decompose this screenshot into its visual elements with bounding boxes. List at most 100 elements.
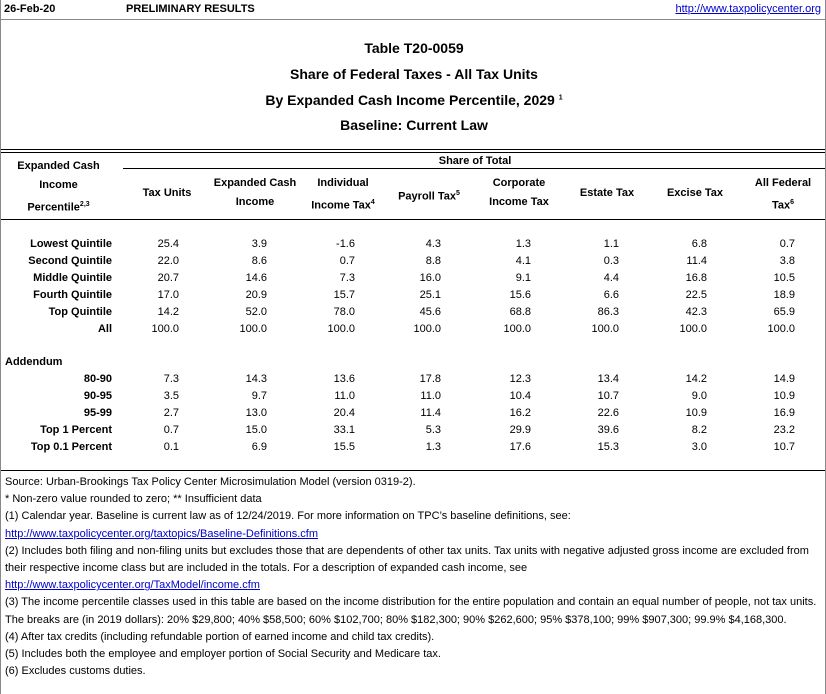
cell-value: 6.8	[691, 238, 707, 250]
cell-value: 3.9	[251, 238, 267, 250]
cell-value: 6.9	[251, 441, 267, 453]
column-header-line: Payroll Tax5	[385, 184, 473, 207]
cell-value: 6.6	[603, 289, 619, 301]
cell-value: 1.1	[603, 238, 619, 250]
cell-value: 15.0	[245, 424, 267, 436]
cell-value: 8.6	[251, 255, 267, 267]
column-header-line: Income	[211, 193, 299, 212]
cell-value: 16.8	[685, 272, 707, 284]
row-label: All	[97, 323, 112, 335]
group-header: Share of Total	[438, 155, 512, 167]
cell-value: 14.2	[685, 373, 707, 385]
cell-value: 13.4	[597, 373, 619, 385]
cell-value: 86.3	[597, 306, 619, 318]
column-header-text: Income Tax	[311, 199, 371, 212]
cell-value: 0.7	[163, 424, 179, 436]
cell-value: 78.0	[333, 306, 355, 318]
cell-value: 5.3	[425, 424, 441, 436]
cell-value: 25.4	[157, 238, 179, 250]
income-definition-link[interactable]: http://www.taxpolicycenter.org/TaxModel/…	[5, 579, 260, 592]
column-header-line: Tax6	[739, 193, 825, 216]
cell-value: 42.3	[685, 306, 707, 318]
column-header: Estate Tax	[563, 184, 651, 203]
cell-value: 65.9	[773, 306, 795, 318]
row-label: Top 0.1 Percent	[30, 441, 112, 453]
note-5: (5) Includes both the employee and emplo…	[5, 648, 441, 661]
note-1: (1) Calendar year. Baseline is current l…	[5, 510, 571, 523]
cell-value: 10.4	[509, 390, 531, 402]
row-header-line: Percentile2,3	[11, 195, 106, 218]
note-4: (4) After tax credits (including refunda…	[5, 630, 435, 643]
cell-value: 100.0	[413, 323, 441, 335]
date: 26-Feb-20	[4, 3, 56, 15]
cell-value: 1.3	[515, 238, 531, 250]
cell-value: 16.0	[419, 272, 441, 284]
divider	[1, 152, 825, 153]
note-3: (3) The income percentile classes used i…	[5, 596, 817, 626]
baseline-definitions-link[interactable]: http://www.taxpolicycenter.org/taxtopics…	[5, 527, 319, 540]
cell-value: 9.1	[515, 272, 531, 284]
table-id: Table T20-0059	[364, 40, 464, 56]
table-row: Fourth Quintile 17.0 20.9 15.7 25.1 15.6 6.6 22…	[1, 289, 825, 306]
tpc-link[interactable]: http://www.taxpolicycenter.org	[675, 3, 821, 15]
column-header-line: All Federal	[754, 177, 812, 189]
footnote-ref: 4	[370, 199, 375, 206]
cell-value: 29.9	[509, 424, 531, 436]
cell-value: 10.9	[685, 407, 707, 419]
cell-value: 100.0	[327, 323, 355, 335]
cell-value: 11.0	[334, 390, 355, 402]
footnote-ref: 1	[558, 94, 563, 102]
cell-value: 20.4	[333, 407, 355, 419]
cell-value: 11.4	[420, 407, 441, 419]
cell-value: 14.6	[245, 272, 267, 284]
cell-value: 15.3	[597, 441, 619, 453]
table-subtitle: By Expanded Cash Income Percentile, 2029…	[1, 92, 825, 108]
column-header-line: Excise Tax	[651, 184, 739, 203]
row-header-text: Percentile	[27, 201, 80, 214]
cell-value: 20.9	[245, 289, 267, 301]
subtitle-text: By Expanded Cash Income Percentile, 2029	[265, 92, 555, 108]
addendum-label: Addendum	[1, 356, 825, 373]
table-row: Top Quintile 14.2 52.0 78.0 45.6 68.8 86.3 42.3…	[1, 306, 825, 323]
column-header-text: Payroll Tax	[398, 190, 456, 203]
cell-value: 8.8	[425, 255, 441, 267]
column-header-line: Tax Units	[123, 184, 211, 203]
table-row: All 100.0 100.0 100.0 100.0 100.0 100.0 100.0 10…	[1, 323, 825, 340]
column-header-line: Expanded Cash	[213, 177, 297, 189]
row-header: Expanded Cash Income Percentile2,3	[11, 157, 106, 218]
row-header-line: Income	[39, 179, 78, 191]
cell-value: 14.3	[245, 373, 267, 385]
row-label: 90-95	[83, 390, 112, 402]
cell-value: 14.2	[157, 306, 179, 318]
cell-value: 17.6	[509, 441, 531, 453]
row-label: Second Quintile	[28, 255, 112, 267]
cell-value: 9.7	[251, 390, 267, 402]
cell-value: 39.6	[597, 424, 619, 436]
cell-value: 68.8	[509, 306, 531, 318]
row-header-line: Expanded Cash	[17, 160, 100, 172]
column-header: Individual Income Tax4	[299, 174, 387, 216]
note: * Non-zero value rounded to zero; ** Ins…	[5, 493, 262, 506]
column-header-text: Tax	[771, 199, 791, 212]
cell-value: 9.0	[691, 390, 707, 402]
table-row: 80-90 7.3 14.3 13.6 17.8 12.3 13.4 14.2 14.9	[1, 373, 825, 390]
cell-value: 11.4	[686, 255, 707, 267]
cell-value: 25.1	[419, 289, 441, 301]
cell-value: 15.5	[333, 441, 355, 453]
cell-value: 22.0	[157, 255, 179, 267]
addendum-text: Addendum	[5, 356, 63, 368]
table-row: Lowest Quintile 25.4 3.9 -1.6 4.3 1.3 1.1 6.8 0.…	[1, 238, 825, 255]
cell-value: 3.0	[691, 441, 707, 453]
row-label: 80-90	[83, 373, 112, 385]
table-title: Share of Federal Taxes - All Tax Units	[290, 66, 538, 82]
footnote-ref: 6	[790, 199, 795, 206]
row-label: Top Quintile	[48, 306, 112, 318]
cell-value: 10.5	[773, 272, 795, 284]
divider	[1, 149, 825, 150]
cell-value: 0.7	[339, 255, 355, 267]
cell-value: 17.8	[419, 373, 441, 385]
cell-value: 11.0	[420, 390, 441, 402]
cell-value: 2.7	[163, 407, 179, 419]
cell-value: 10.7	[597, 390, 619, 402]
